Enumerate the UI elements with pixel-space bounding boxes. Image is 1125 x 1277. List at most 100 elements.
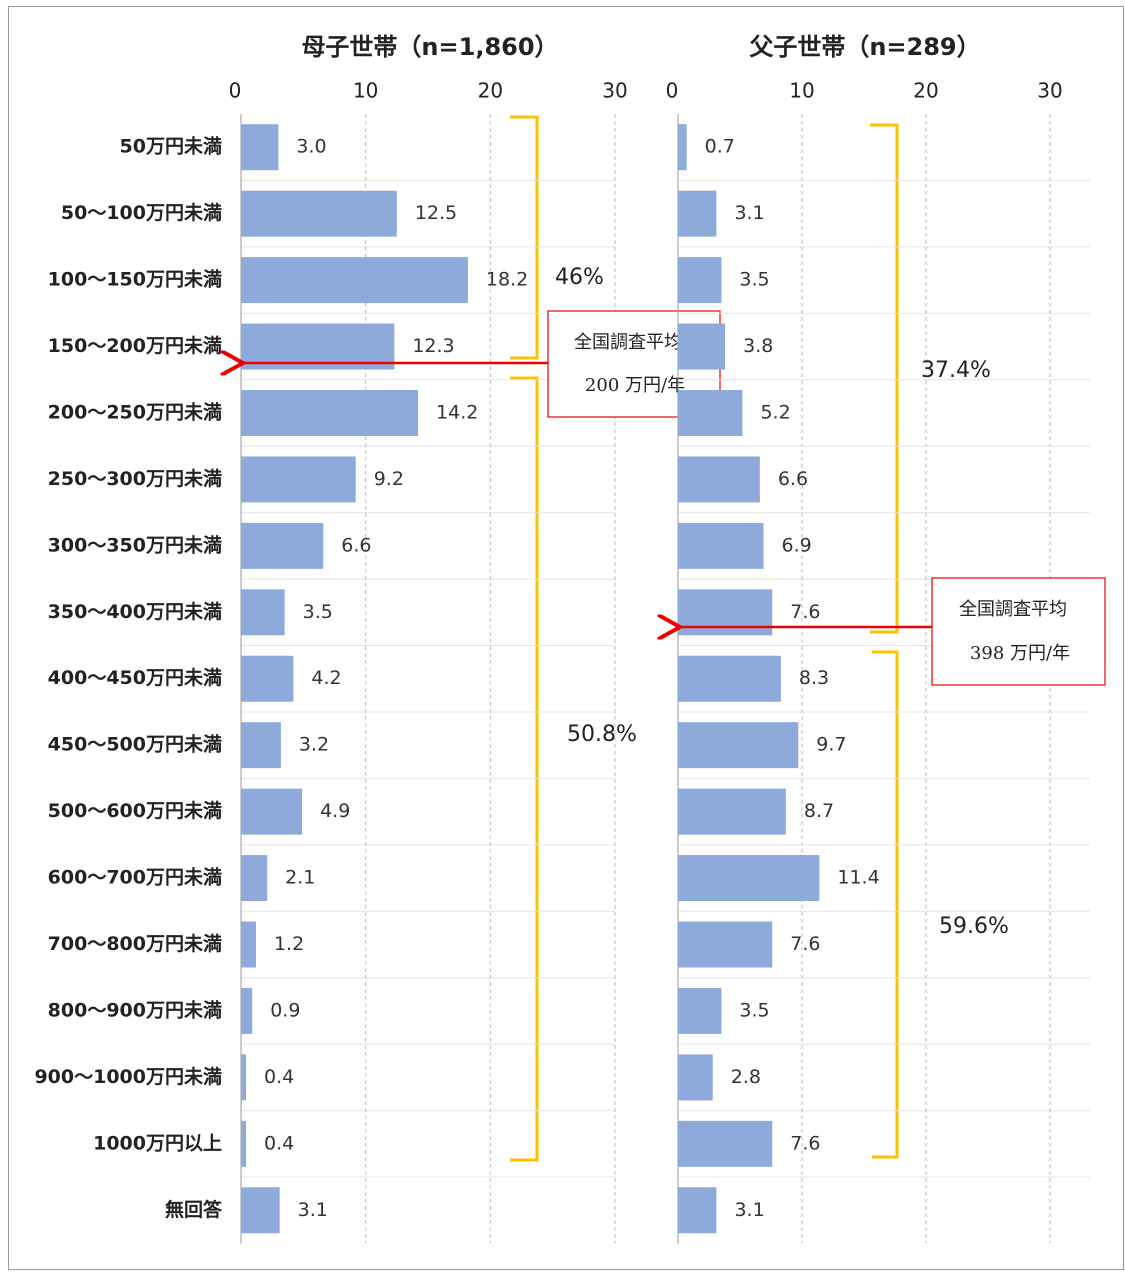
value-label: 12.5 (415, 202, 457, 224)
bar (678, 788, 786, 835)
bracket (510, 376, 539, 1162)
callout-box (931, 577, 1106, 686)
category-label: 400～450万円未満 (48, 666, 222, 689)
x-tick-label: 0 (229, 79, 242, 103)
bar (241, 1054, 246, 1101)
annotation: 50.8% (567, 722, 637, 747)
category-label: 800～900万円未満 (48, 998, 222, 1021)
category-label: 200～250万円未満 (48, 400, 222, 423)
value-label: 2.8 (731, 1066, 761, 1088)
bar (678, 987, 722, 1034)
value-label: 3.1 (734, 1199, 764, 1221)
bar (678, 1054, 713, 1101)
x-tick-label: 30 (602, 79, 627, 103)
value-label: 9.7 (816, 734, 846, 756)
value-label: 12.3 (412, 335, 454, 357)
value-label: 3.2 (299, 734, 329, 756)
bracket (872, 650, 899, 1159)
x-tick-label: 20 (913, 79, 938, 103)
bar (241, 589, 285, 636)
value-label: 9.2 (374, 468, 404, 490)
bar (678, 855, 820, 902)
bar (241, 921, 256, 968)
callout-text: 398 万円/年 (970, 643, 1070, 664)
bar (241, 257, 468, 304)
bar (678, 190, 717, 237)
category-label: 700～800万円未満 (48, 932, 222, 955)
bar (678, 124, 687, 171)
value-label: 11.4 (837, 867, 879, 889)
bar (241, 456, 356, 503)
callout-text: 200 万円/年 (585, 375, 685, 396)
chart-title: 母子世帯（n=1,860） (301, 33, 558, 61)
value-label: 8.7 (804, 800, 834, 822)
value-label: 3.1 (298, 1199, 328, 1221)
category-label: 250～300万円未満 (48, 467, 222, 490)
bar (678, 589, 773, 636)
bar (241, 655, 294, 702)
value-label: 3.5 (739, 999, 769, 1021)
category-label: 500～600万円未満 (48, 799, 222, 822)
brackets (510, 115, 899, 1162)
bar (678, 456, 760, 503)
bar (678, 389, 743, 436)
category-label: 1000万円以上 (93, 1132, 222, 1154)
bar (678, 1187, 717, 1234)
bar (241, 124, 279, 171)
value-label: 14.2 (436, 401, 478, 423)
value-label: 7.6 (790, 601, 820, 623)
category-label: 450～500万円未満 (48, 733, 222, 756)
value-label: 2.1 (285, 867, 315, 889)
bar (241, 389, 419, 436)
frame (8, 6, 1124, 1270)
bar (241, 190, 397, 237)
value-label: 6.6 (341, 534, 371, 556)
value-label: 0.4 (264, 1066, 294, 1088)
value-label: 3.5 (739, 269, 769, 291)
x-tick-label: 10 (353, 79, 378, 103)
category-label: 350～400万円未満 (48, 600, 222, 623)
bracket (510, 115, 539, 360)
x-tick-label: 10 (789, 79, 814, 103)
category-label: 900～1000万円未満 (34, 1065, 222, 1088)
bar (241, 855, 268, 902)
bar (678, 323, 726, 370)
category-label: 無回答 (165, 1198, 223, 1221)
bar (678, 722, 799, 769)
annotation: 46% (555, 265, 604, 290)
value-label: 4.9 (320, 800, 350, 822)
value-label: 0.9 (270, 999, 300, 1021)
category-label: 50万円未満 (120, 135, 222, 158)
category-label: 600～700万円未満 (48, 866, 222, 889)
value-label: 3.1 (734, 202, 764, 224)
value-label: 0.4 (264, 1132, 294, 1154)
callout-text: 全国調査平均 (959, 599, 1067, 620)
value-label: 8.3 (799, 667, 829, 689)
value-label: 4.2 (311, 667, 341, 689)
value-label: 3.8 (743, 335, 773, 357)
annotation: 59.6% (939, 914, 1009, 939)
category-label: 100～150万円未満 (48, 268, 222, 291)
chart-title: 父子世帯（n=289） (749, 33, 980, 61)
category-label: 150～200万円未満 (48, 334, 222, 357)
bar (241, 722, 281, 769)
bar (241, 1120, 246, 1167)
callout-text: 全国調査平均 (574, 332, 682, 353)
category-label: 300～350万円未満 (48, 533, 222, 556)
bar (241, 1187, 280, 1234)
bar (241, 522, 324, 569)
x-tick-label: 0 (666, 79, 679, 103)
value-label: 3.5 (303, 601, 333, 623)
annotation: 37.4% (921, 358, 991, 383)
x-tick-label: 20 (478, 79, 503, 103)
bracket (870, 123, 899, 634)
category-label: 50～100万円未満 (61, 201, 222, 224)
bar (678, 655, 781, 702)
value-label: 3.0 (296, 136, 326, 158)
value-label: 6.9 (782, 534, 812, 556)
bar (678, 1120, 773, 1167)
value-label: 7.6 (790, 933, 820, 955)
x-tick-label: 30 (1037, 79, 1062, 103)
value-label: 0.7 (705, 136, 735, 158)
